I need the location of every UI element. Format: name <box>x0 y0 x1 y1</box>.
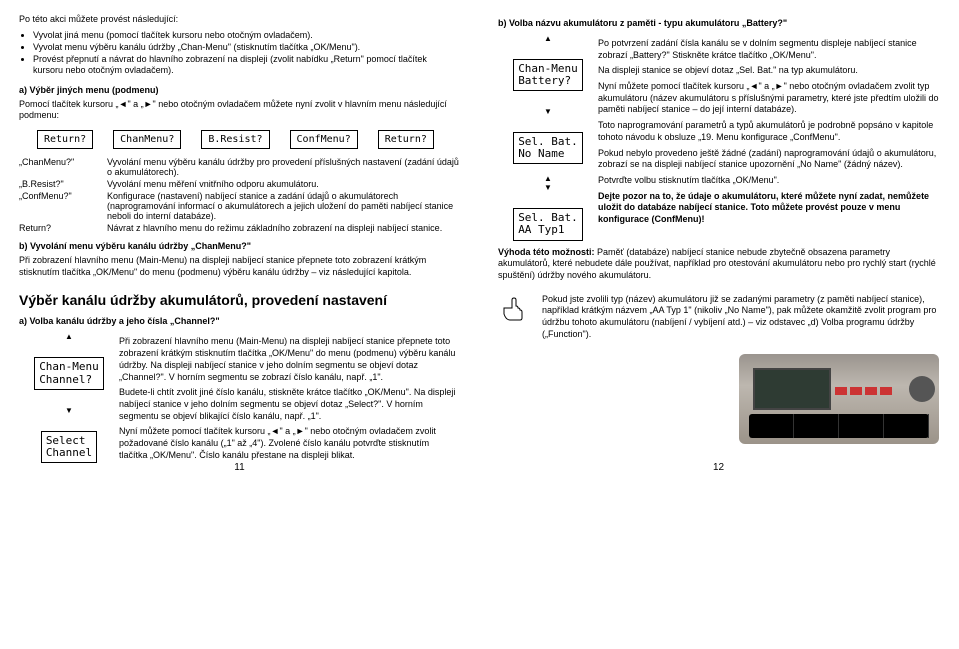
def-desc: Konfigurace (nastavení) nabíjecí stanice… <box>107 191 459 221</box>
bullet-item: Vyvolat jiná menu (pomocí tlačítek kurso… <box>33 30 459 41</box>
right-body4: Toto naprogramování parametrů a typů aku… <box>598 120 939 143</box>
page-title: Výběr kanálu údržby akumulátorů, provede… <box>19 292 459 308</box>
right-body5: Pokud nebylo provedeno ještě žádné (zadá… <box>598 148 939 171</box>
section-a-heading: a) Výběr jiných menu (podmenu) <box>19 85 459 95</box>
right-body-bold: Dejte pozor na to, že údaje o akumulátor… <box>598 191 939 226</box>
channel-body1: Při zobrazení hlavního menu (Main-Menu) … <box>119 336 459 383</box>
def-term: „ConfMenu?" <box>19 191 99 221</box>
lcd-figure-column: ▲ Chan-Menu Channel? ▼ Select Channel <box>19 332 119 465</box>
channel-body2: Budete-li chtít zvolit jiné číslo kanálu… <box>119 387 459 422</box>
channel-body3: Nyní můžete pomocí tlačítek kursoru „◄" … <box>119 426 459 461</box>
section-b-heading: b) Vyvolání menu výběru kanálu údržby „C… <box>19 241 459 251</box>
right-section-b-heading: b) Volba názvu akumulátoru z paměti - ty… <box>498 18 939 28</box>
channel-section-heading: a) Volba kanálu údržby a jeho čísla „Cha… <box>19 316 459 326</box>
lcd-battery: Chan-Menu Battery? <box>513 59 583 91</box>
right-body6: Potvrďte volbu stisknutím tlačítka „OK/M… <box>598 175 939 187</box>
page-number: 12 <box>498 462 939 473</box>
def-term: Return? <box>19 223 99 233</box>
lcd-chanmenu: ChanMenu? <box>113 130 181 149</box>
def-desc: Vyvolání menu měření vnitřního odporu ak… <box>107 179 459 189</box>
hand-pointer-icon <box>498 290 532 324</box>
hand-note-body: Pokud jste zvolili typ (název) akumuláto… <box>542 294 939 341</box>
lcd-figure-column-right: ▲ Chan-Menu Battery? ▼ Sel. Bat. No Name… <box>498 34 598 241</box>
section-a-body: Pomocí tlačítek kursoru „◄" a „►" nebo o… <box>19 99 459 122</box>
lcd-bresist: B.Resist? <box>201 130 269 149</box>
page-number: 11 <box>19 462 460 473</box>
lcd-return: Return? <box>37 130 93 149</box>
lcd-chan-channel: Chan-Menu Channel? <box>34 357 104 389</box>
lcd-return2: Return? <box>378 130 434 149</box>
bullet-item: Vyvolat menu výběru kanálu údržby „Chan-… <box>33 42 459 53</box>
right-body2: Na displeji stanice se objeví dotaz „Sel… <box>598 65 939 77</box>
def-term: „B.Resist?" <box>19 179 99 189</box>
action-list: Vyvolat jiná menu (pomocí tlačítek kurso… <box>33 30 459 77</box>
lcd-select-channel: Select Channel <box>41 431 97 463</box>
def-desc: Návrat z hlavního menu do režimu základn… <box>107 223 459 233</box>
intro-text: Po této akci můžete provést následující: <box>19 14 459 26</box>
lcd-menu-row: Return? ChanMenu? B.Resist? ConfMenu? Re… <box>37 130 459 149</box>
def-desc: Vyvolání menu výběru kanálu údržby pro p… <box>107 157 459 177</box>
lcd-selbat-noname: Sel. Bat. No Name <box>513 132 583 164</box>
lcd-confmenu: ConfMenu? <box>290 130 358 149</box>
right-body1: Po potvrzení zadání čísla kanálu se v do… <box>598 38 939 61</box>
definition-table: „ChanMenu?" Vyvolání menu výběru kanálu … <box>19 157 459 233</box>
section-b-body: Při zobrazení hlavního menu (Main-Menu) … <box>19 255 459 278</box>
advantage-line: Výhoda této možnosti: Paměť (databáze) n… <box>498 247 939 282</box>
lcd-selbat-aatyp1: Sel. Bat. AA Typ1 <box>513 208 583 240</box>
charger-device-image <box>739 354 939 444</box>
right-body3: Nyní můžete pomocí tlačítek kursoru „◄" … <box>598 81 939 116</box>
advantage-label: Výhoda této možnosti: <box>498 247 595 257</box>
bullet-item: Provést přepnutí a návrat do hlavního zo… <box>33 54 459 77</box>
def-term: „ChanMenu?" <box>19 157 99 177</box>
hand-note-row: Pokud jste zvolili typ (název) akumuláto… <box>498 290 939 345</box>
